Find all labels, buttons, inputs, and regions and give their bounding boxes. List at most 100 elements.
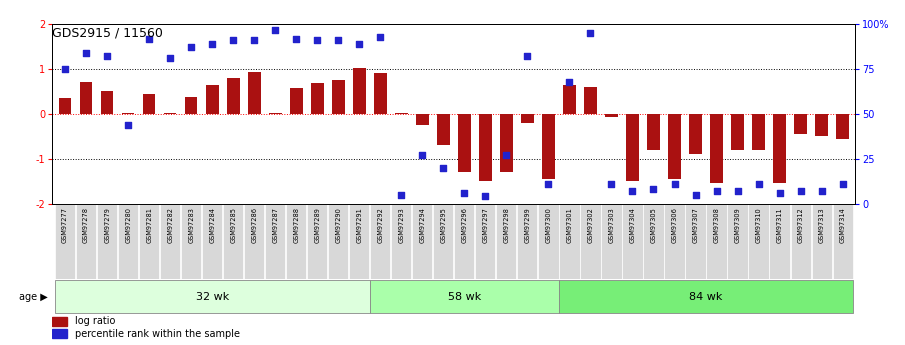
FancyBboxPatch shape: [812, 204, 832, 279]
Text: age ▶: age ▶: [19, 292, 48, 302]
Point: [226, 38, 241, 43]
Text: GSM97281: GSM97281: [146, 207, 152, 243]
Text: GSM97295: GSM97295: [441, 207, 446, 243]
Point: [689, 192, 703, 197]
Bar: [332, 80, 345, 114]
Bar: [668, 114, 681, 179]
Bar: [416, 114, 429, 125]
Point: [394, 192, 408, 197]
Text: GSM97278: GSM97278: [83, 207, 89, 243]
Text: GSM97284: GSM97284: [209, 207, 215, 243]
Point: [625, 188, 640, 194]
Point: [814, 188, 829, 194]
Point: [331, 38, 346, 43]
FancyBboxPatch shape: [538, 204, 558, 279]
Point: [730, 188, 745, 194]
Text: GSM97299: GSM97299: [524, 207, 530, 243]
FancyBboxPatch shape: [643, 204, 663, 279]
Bar: [185, 97, 197, 114]
Bar: [690, 114, 701, 154]
Text: GSM97289: GSM97289: [314, 207, 320, 243]
Bar: [605, 114, 618, 117]
Text: GSM97297: GSM97297: [482, 207, 489, 243]
Text: GSM97279: GSM97279: [104, 207, 110, 243]
Point: [121, 122, 136, 127]
Text: GSM97298: GSM97298: [503, 207, 510, 243]
Bar: [752, 114, 765, 150]
Text: GSM97311: GSM97311: [776, 207, 783, 243]
Text: GSM97277: GSM97277: [62, 207, 68, 243]
Text: GSM97294: GSM97294: [419, 207, 425, 243]
Text: GSM97308: GSM97308: [713, 207, 719, 243]
Point: [520, 54, 535, 59]
FancyBboxPatch shape: [475, 204, 495, 279]
Bar: [395, 113, 407, 114]
Bar: [584, 87, 596, 114]
Bar: [206, 85, 218, 114]
Text: GSM97283: GSM97283: [188, 207, 195, 243]
Text: GSM97291: GSM97291: [357, 207, 362, 243]
Text: percentile rank within the sample: percentile rank within the sample: [75, 329, 240, 339]
FancyBboxPatch shape: [54, 280, 370, 313]
Bar: [122, 113, 135, 114]
FancyBboxPatch shape: [370, 280, 559, 313]
FancyBboxPatch shape: [413, 204, 433, 279]
FancyBboxPatch shape: [202, 204, 223, 279]
Bar: [269, 113, 281, 114]
Point: [289, 36, 303, 41]
Bar: [773, 114, 786, 183]
Point: [79, 50, 93, 56]
Point: [100, 54, 114, 59]
Text: GSM97285: GSM97285: [230, 207, 236, 243]
Bar: [52, 317, 67, 326]
Point: [205, 41, 219, 47]
Text: GSM97305: GSM97305: [651, 207, 656, 243]
Bar: [710, 114, 723, 183]
Text: GSM97287: GSM97287: [272, 207, 278, 243]
FancyBboxPatch shape: [265, 204, 285, 279]
Bar: [521, 114, 534, 123]
FancyBboxPatch shape: [602, 204, 622, 279]
Point: [436, 165, 451, 170]
Bar: [626, 114, 639, 181]
FancyBboxPatch shape: [433, 204, 453, 279]
FancyBboxPatch shape: [559, 204, 579, 279]
Text: GSM97307: GSM97307: [692, 207, 699, 243]
Text: GSM97282: GSM97282: [167, 207, 173, 243]
FancyBboxPatch shape: [181, 204, 201, 279]
FancyBboxPatch shape: [97, 204, 118, 279]
Text: GSM97290: GSM97290: [335, 207, 341, 243]
Point: [247, 38, 262, 43]
Bar: [80, 81, 92, 114]
FancyBboxPatch shape: [391, 204, 412, 279]
Point: [667, 181, 681, 187]
Bar: [311, 83, 324, 114]
Bar: [458, 114, 471, 172]
Point: [646, 186, 661, 192]
Bar: [647, 114, 660, 150]
Bar: [374, 72, 386, 114]
Bar: [227, 78, 240, 114]
Bar: [563, 85, 576, 114]
Text: GSM97309: GSM97309: [735, 207, 740, 243]
Point: [835, 181, 850, 187]
FancyBboxPatch shape: [559, 280, 853, 313]
Point: [268, 27, 282, 32]
Bar: [290, 88, 302, 114]
Bar: [100, 91, 113, 114]
Bar: [164, 113, 176, 114]
Text: GSM97304: GSM97304: [630, 207, 635, 243]
FancyBboxPatch shape: [769, 204, 790, 279]
FancyBboxPatch shape: [76, 204, 96, 279]
Text: GSM97300: GSM97300: [546, 207, 551, 243]
Bar: [731, 114, 744, 150]
Bar: [52, 329, 67, 338]
Text: GDS2915 / 11560: GDS2915 / 11560: [52, 27, 164, 40]
Point: [352, 41, 367, 47]
FancyBboxPatch shape: [728, 204, 748, 279]
FancyBboxPatch shape: [307, 204, 328, 279]
FancyBboxPatch shape: [160, 204, 180, 279]
Text: GSM97314: GSM97314: [840, 207, 845, 243]
Point: [310, 38, 325, 43]
Bar: [542, 114, 555, 179]
